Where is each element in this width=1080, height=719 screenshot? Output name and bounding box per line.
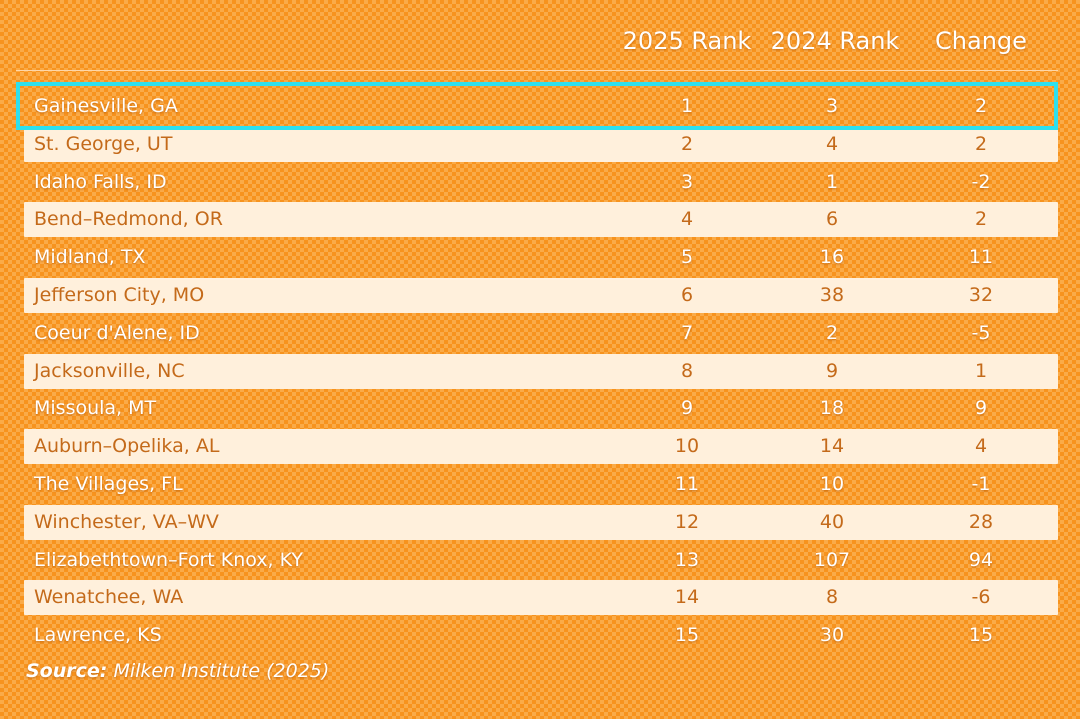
- row-rank-2025: 6: [680, 284, 694, 306]
- row-rank-2024: 38: [819, 284, 845, 306]
- row-rank-2025: 3: [680, 171, 694, 193]
- header-2024-rank: 2024 Rank: [770, 27, 900, 55]
- row-city: Wenatchee, WA: [34, 586, 184, 608]
- header-change: Change: [935, 27, 1027, 55]
- row-change: 9: [974, 397, 988, 419]
- row-rank-2024: 107: [813, 549, 851, 571]
- row-rank-2025: 1: [680, 95, 694, 117]
- table-row: Jacksonville, NC 8 9 1: [24, 354, 1058, 389]
- row-change: -5: [971, 322, 991, 344]
- row-rank-2025: 14: [674, 586, 700, 608]
- row-change: 2: [974, 95, 988, 117]
- row-rank-2025: 15: [674, 624, 700, 646]
- row-city: Coeur d'Alene, ID: [34, 322, 200, 344]
- row-rank-2024: 40: [819, 511, 845, 533]
- table-row: Coeur d'Alene, ID 7 2 -5: [24, 316, 1058, 351]
- row-city: Jacksonville, NC: [34, 360, 185, 382]
- row-city: The Villages, FL: [34, 473, 183, 495]
- row-city: St. George, UT: [34, 133, 173, 155]
- row-rank-2024: 2: [825, 322, 839, 344]
- row-city: Gainesville, GA: [34, 95, 178, 117]
- row-city: Elizabethtown–Fort Knox, KY: [34, 549, 304, 571]
- table-row: Winchester, VA–WV 12 40 28: [24, 505, 1058, 540]
- source-label: Source:: [26, 660, 108, 682]
- row-change: -6: [971, 586, 991, 608]
- row-change: -2: [971, 171, 991, 193]
- row-change: 28: [968, 511, 994, 533]
- highlight-box: [16, 82, 1058, 130]
- row-rank-2025: 4: [680, 208, 694, 230]
- row-rank-2024: 1: [825, 171, 839, 193]
- row-city: Midland, TX: [34, 246, 146, 268]
- row-rank-2024: 16: [819, 246, 845, 268]
- table-row: The Villages, FL 11 10 -1: [24, 467, 1058, 502]
- row-rank-2025: 7: [680, 322, 694, 344]
- row-change: 94: [968, 549, 994, 571]
- table-row: Gainesville, GA 1 3 2: [24, 89, 1058, 124]
- row-rank-2024: 18: [819, 397, 845, 419]
- row-city: Bend–Redmond, OR: [34, 208, 223, 230]
- row-city: Jefferson City, MO: [34, 284, 205, 306]
- row-rank-2025: 2: [680, 133, 694, 155]
- row-city: Auburn–Opelika, AL: [34, 435, 220, 457]
- row-rank-2024: 10: [819, 473, 845, 495]
- table-row: Wenatchee, WA 14 8 -6: [24, 580, 1058, 615]
- row-rank-2024: 8: [825, 586, 839, 608]
- row-city: Winchester, VA–WV: [34, 511, 219, 533]
- row-change: 11: [968, 246, 994, 268]
- row-city: Idaho Falls, ID: [34, 171, 167, 193]
- header-2025-rank: 2025 Rank: [622, 27, 752, 55]
- row-rank-2025: 8: [680, 360, 694, 382]
- row-rank-2024: 30: [819, 624, 845, 646]
- row-change: 32: [968, 284, 994, 306]
- header-divider: [16, 70, 1058, 71]
- row-city: Missoula, MT: [34, 397, 157, 419]
- table-row: Bend–Redmond, OR 4 6 2: [24, 202, 1058, 237]
- table-header: 2025 Rank 2024 Rank Change: [0, 20, 1080, 62]
- row-rank-2024: 6: [825, 208, 839, 230]
- row-rank-2025: 11: [674, 473, 700, 495]
- row-change: 15: [968, 624, 994, 646]
- row-rank-2024: 3: [825, 95, 839, 117]
- source-text: Milken Institute (2025): [113, 660, 330, 682]
- table-row: St. George, UT 2 4 2: [24, 127, 1058, 162]
- table-row: Idaho Falls, ID 3 1 -2: [24, 165, 1058, 200]
- row-change: 2: [974, 133, 988, 155]
- table-row: Missoula, MT 9 18 9: [24, 391, 1058, 426]
- table-row: Elizabethtown–Fort Knox, KY 13 107 94: [24, 543, 1058, 578]
- row-rank-2025: 9: [680, 397, 694, 419]
- table-row: Midland, TX 5 16 11: [24, 240, 1058, 275]
- row-rank-2025: 12: [674, 511, 700, 533]
- row-rank-2024: 14: [819, 435, 845, 457]
- row-rank-2024: 9: [825, 360, 839, 382]
- row-change: 1: [974, 360, 988, 382]
- row-rank-2025: 13: [674, 549, 700, 571]
- row-rank-2025: 5: [680, 246, 694, 268]
- row-change: 2: [974, 208, 988, 230]
- row-rank-2024: 4: [825, 133, 839, 155]
- source-note: Source: Milken Institute (2025): [26, 656, 329, 686]
- row-city: Lawrence, KS: [34, 624, 162, 646]
- row-change: -1: [971, 473, 991, 495]
- row-change: 4: [974, 435, 988, 457]
- table-row: Lawrence, KS 15 30 15: [24, 618, 1058, 653]
- table-row: Jefferson City, MO 6 38 32: [24, 278, 1058, 313]
- table-row: Auburn–Opelika, AL 10 14 4: [24, 429, 1058, 464]
- row-rank-2025: 10: [674, 435, 700, 457]
